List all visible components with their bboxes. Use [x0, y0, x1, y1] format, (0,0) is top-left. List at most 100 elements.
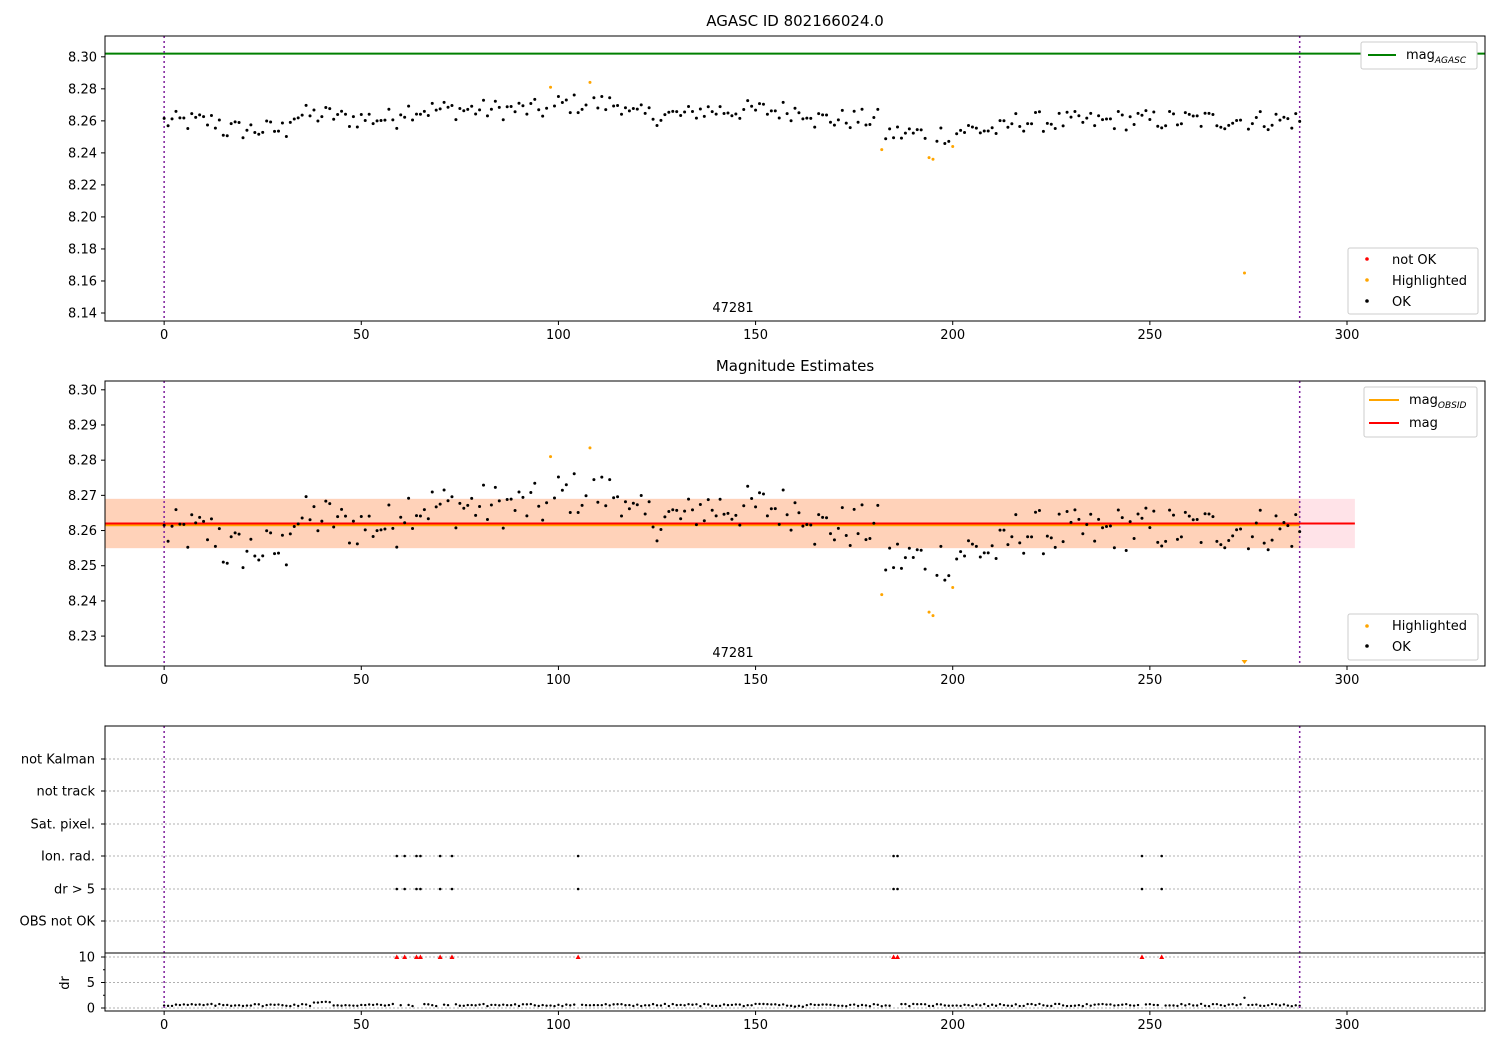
dr-point	[1180, 1002, 1183, 1006]
ok-point	[1168, 110, 1172, 114]
ok-point	[986, 129, 990, 133]
ok-point	[1006, 543, 1010, 547]
ok-point	[1022, 551, 1026, 555]
ok-point	[1073, 508, 1077, 512]
ok-point	[351, 115, 355, 119]
ok-point	[482, 483, 486, 487]
ok-point	[308, 518, 312, 522]
dr-point	[943, 1004, 947, 1007]
ok-point	[489, 503, 493, 507]
ok-point	[1254, 115, 1258, 119]
ok-point	[974, 126, 978, 130]
dr-point	[584, 1004, 588, 1007]
ok-point	[1258, 110, 1262, 114]
ok-point	[1223, 127, 1227, 131]
ok-point	[1179, 122, 1183, 126]
dr-point	[923, 1003, 927, 1006]
ion-rad-flag-point	[438, 854, 442, 858]
panel1-ytick-label: 8.30	[68, 50, 97, 65]
ok-point	[564, 483, 568, 487]
flag-row-label: dr > 5	[54, 883, 95, 898]
ok-point	[1239, 118, 1243, 122]
ok-point	[1124, 548, 1128, 552]
ok-point	[1081, 532, 1085, 536]
ok-point	[225, 561, 229, 565]
ok-point	[876, 107, 880, 111]
ok-point	[292, 117, 296, 121]
ok-point	[253, 554, 257, 558]
ok-point	[478, 108, 482, 112]
ok-point	[241, 566, 245, 570]
ok-point	[1065, 510, 1069, 514]
ok-point	[1081, 120, 1085, 124]
ok-point	[1235, 119, 1239, 123]
ok-point	[411, 118, 415, 122]
dr-point	[170, 1004, 174, 1008]
dr-point	[624, 1004, 627, 1007]
ok-point	[1191, 114, 1195, 118]
dr-point	[1270, 1002, 1274, 1006]
ok-point	[363, 528, 367, 532]
panel2-legend-obsid-sub: OBSID	[1438, 401, 1467, 411]
dr-point	[994, 1004, 998, 1007]
highlighted-point	[1242, 271, 1246, 275]
dr-point	[888, 1004, 891, 1007]
ok-point	[998, 528, 1002, 532]
ok-point	[1144, 506, 1148, 510]
panel2-legend-bottom: Highlighted OK	[1347, 613, 1479, 661]
ok-point	[848, 544, 852, 548]
ok-point	[687, 105, 691, 109]
svg-text:magOBSID: magOBSID	[1409, 393, 1467, 411]
dr5-flag-point	[415, 887, 418, 891]
panel2-ytick-label: 8.23	[68, 630, 97, 645]
ok-point	[785, 112, 789, 116]
ok-point	[659, 527, 663, 531]
ok-point	[643, 111, 647, 115]
ok-point	[375, 529, 379, 533]
ok-point	[387, 107, 391, 111]
dr-point	[229, 1004, 233, 1008]
ok-point	[860, 503, 864, 507]
dr-point	[206, 1003, 209, 1006]
ok-point	[706, 498, 710, 502]
ok-point	[892, 136, 896, 140]
dr-point	[1219, 1003, 1223, 1007]
dr-point	[1235, 1004, 1238, 1007]
ok-point	[675, 508, 679, 512]
ok-point	[690, 109, 694, 113]
ok-point	[485, 518, 489, 522]
ok-point	[505, 105, 509, 109]
dr-point	[233, 1004, 237, 1007]
dr-point	[1263, 1004, 1266, 1008]
ok-point	[639, 103, 643, 107]
ok-point	[1132, 536, 1136, 540]
ok-point	[450, 495, 454, 499]
dr-point	[1006, 1004, 1010, 1007]
ok-point	[209, 517, 213, 521]
ok-point	[284, 134, 288, 138]
ok-point	[257, 132, 261, 136]
ok-point	[280, 121, 284, 125]
ok-point	[233, 120, 237, 124]
ok-point	[1235, 528, 1239, 532]
dr-point	[742, 1004, 745, 1008]
dr-point	[383, 1004, 387, 1007]
ok-point	[442, 100, 446, 104]
dr-point	[876, 1003, 879, 1006]
highlighted-point	[931, 157, 935, 161]
dr-point	[955, 1004, 958, 1007]
dr-point	[1117, 1004, 1120, 1007]
ok-point	[1258, 508, 1262, 512]
dr-point	[912, 1002, 915, 1006]
dr-point	[1109, 1003, 1112, 1006]
ok-point	[907, 546, 911, 550]
ok-point	[773, 507, 777, 511]
dr-point	[880, 1004, 883, 1008]
ok-point	[1294, 513, 1298, 517]
ok-point	[793, 501, 797, 505]
ok-point	[844, 121, 848, 125]
ok-point	[769, 109, 773, 113]
ok-point	[1219, 125, 1223, 129]
ok-point	[1282, 115, 1286, 119]
ok-point	[221, 133, 225, 137]
